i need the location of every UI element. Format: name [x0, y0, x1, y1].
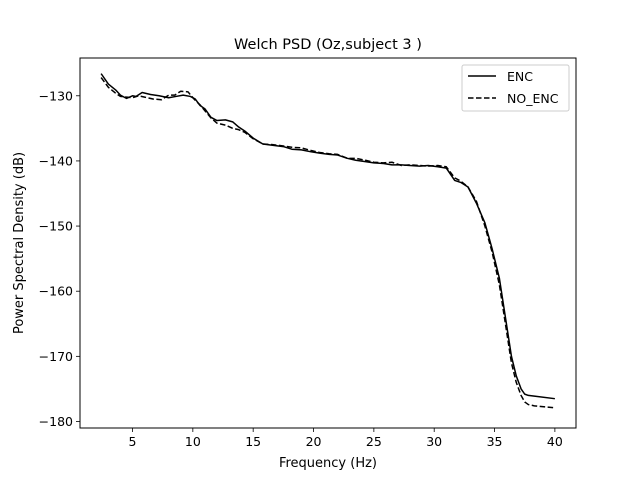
plot-area: 5 10 15 20 25 30 35 40 −130 −140 −150 −160 −170 −180	[39, 57, 577, 449]
y-tick-label: −140	[39, 153, 73, 168]
x-tick-label: 35	[487, 434, 503, 449]
x-tick-label: 20	[306, 434, 322, 449]
series-layer	[100, 73, 555, 409]
y-axis-label: Power Spectral Density (dB)	[12, 152, 27, 334]
legend: ENC NO_ENC	[461, 64, 570, 112]
legend-label-no-enc: NO_ENC	[507, 91, 559, 106]
series-line-no-enc	[100, 77, 555, 409]
y-tick-label: −180	[39, 414, 73, 429]
x-tick-label: 25	[366, 434, 382, 449]
y-axis-ticks: −130 −140 −150 −160 −170 −180	[39, 88, 80, 429]
x-tick-label: 30	[426, 434, 442, 449]
x-axis-ticks: 5 10 15 20 25 30 35 40	[129, 428, 563, 449]
y-tick-label: −130	[39, 88, 73, 103]
x-axis-label: Frequency (Hz)	[279, 456, 377, 471]
x-tick-label: 15	[245, 434, 261, 449]
axes-frame	[79, 57, 577, 429]
x-tick-label: 10	[185, 434, 201, 449]
y-tick-label: −150	[39, 219, 73, 234]
series-line-enc	[100, 73, 555, 400]
legend-label-enc: ENC	[507, 69, 533, 84]
y-tick-label: −160	[39, 284, 73, 299]
chart-title: Welch PSD (Oz,subject 3 )	[234, 37, 422, 53]
y-tick-label: −170	[39, 349, 73, 364]
x-tick-label: 5	[129, 434, 137, 449]
x-tick-label: 40	[547, 434, 563, 449]
